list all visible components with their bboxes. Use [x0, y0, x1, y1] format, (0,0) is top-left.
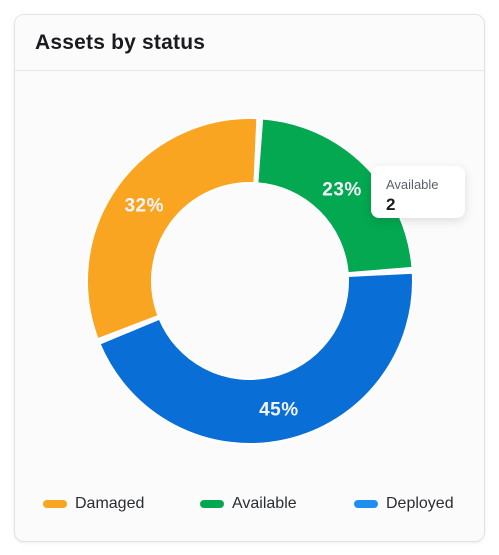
chart-tooltip: Available 2 [371, 166, 465, 218]
legend-item-deployed[interactable]: Deployed [354, 493, 454, 515]
slice-label-deployed: 45% [259, 399, 299, 420]
donut-slice-damaged[interactable] [86, 117, 259, 341]
legend-swatch-damaged [43, 500, 67, 508]
legend-label-damaged: Damaged [75, 495, 145, 512]
slice-label-available: 23% [322, 179, 362, 200]
legend-item-damaged[interactable]: Damaged [43, 493, 144, 515]
donut-slice-available[interactable] [256, 117, 414, 275]
legend-label-deployed: Deployed [386, 495, 454, 512]
card-title: Assets by status [35, 30, 206, 54]
chart-legend: Damaged Available Deployed [15, 493, 484, 515]
slice-label-damaged: 32% [124, 196, 164, 217]
legend-item-available[interactable]: Available [200, 493, 297, 515]
legend-swatch-available [200, 500, 224, 508]
tooltip-value: 2 [386, 195, 396, 214]
assets-by-status-card: Assets by status 23% 45% 32% Available 2 D… [14, 14, 485, 542]
tooltip-label: Available [386, 177, 439, 192]
legend-label-available: Available [232, 495, 297, 512]
legend-swatch-deployed [354, 500, 378, 508]
donut-chart: 23% 45% 32% [86, 117, 414, 445]
donut-slice-deployed[interactable] [98, 271, 414, 445]
card-header: Assets by status [15, 15, 484, 71]
